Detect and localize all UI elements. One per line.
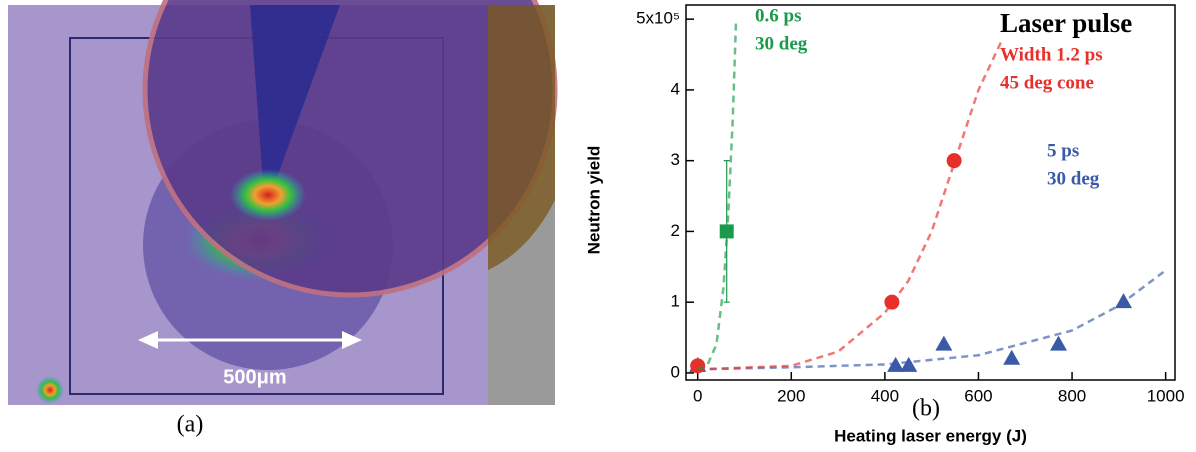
x-tick-label: 200: [777, 386, 805, 405]
x-tick-label: 600: [964, 386, 992, 405]
x-tick-label: 1000: [1147, 386, 1185, 405]
x-tick-label: 800: [1058, 386, 1086, 405]
panel-label: (b): [912, 396, 940, 422]
marker: [690, 358, 706, 374]
marker: [935, 335, 953, 351]
chart: 0 1 2 3 4 5x10⁵ 0 200 400 600 800 1000 Heating laser…: [584, 4, 1185, 445]
marker: [1049, 335, 1067, 351]
y-tick-label: 0: [671, 362, 680, 381]
y-tick-label: 2: [671, 221, 680, 240]
series-label: 30 deg: [755, 33, 808, 54]
marker: [887, 356, 905, 372]
marker: [1003, 349, 1021, 365]
series-label: Width 1.2 ps: [1000, 44, 1103, 65]
marker: [900, 356, 918, 372]
plot-frame: [685, 4, 1176, 381]
y-tick-label: 5x10⁵: [636, 9, 680, 28]
fit-line: [697, 269, 1167, 371]
x-tick-label: 400: [871, 386, 899, 405]
marker: [719, 224, 734, 239]
marker: [946, 153, 962, 169]
fit-line: [697, 19, 738, 371]
title: Laser pulse: [1000, 8, 1132, 38]
y-axis-label: Neutron yield: [584, 146, 603, 255]
y-tick-label: 1: [671, 292, 680, 311]
y-tick-label: 4: [671, 79, 680, 98]
panel-a-image: [8, 0, 558, 405]
x-axis-label: Heating laser energy (J): [834, 426, 1027, 445]
x-tick-label: 0: [693, 386, 702, 405]
panel-caption: (a): [177, 412, 204, 438]
scale-label: 500μm: [223, 366, 286, 388]
marker: [884, 294, 900, 310]
marker: [1115, 293, 1133, 309]
fit-line: [697, 39, 1003, 371]
series-label: 5 ps: [1047, 140, 1079, 161]
series-label: 30 deg: [1047, 168, 1100, 189]
series-label: 0.6 ps: [755, 5, 801, 26]
series-label: 45 deg cone: [1000, 72, 1094, 93]
y-tick-label: 3: [671, 150, 680, 169]
